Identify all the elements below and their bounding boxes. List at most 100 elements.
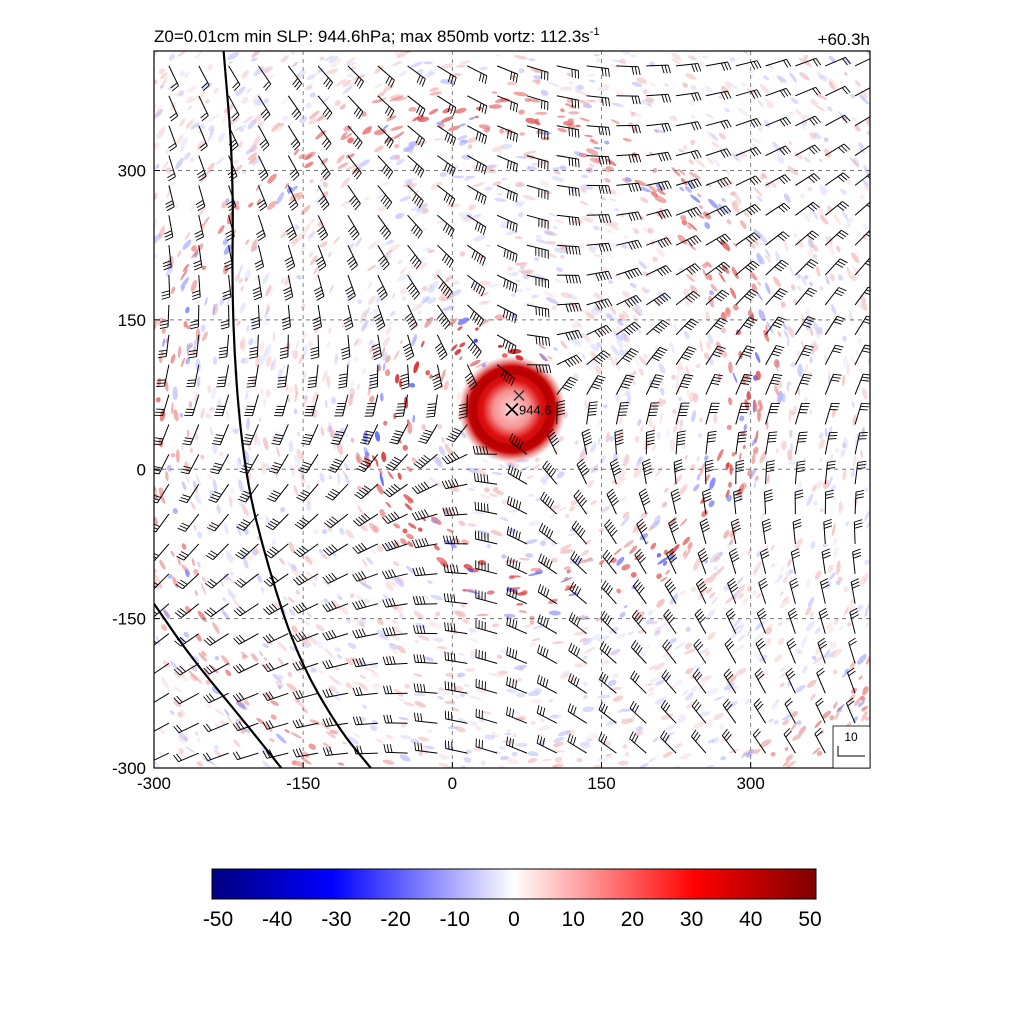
wind-barb — [727, 578, 739, 604]
wind-barb — [506, 676, 528, 694]
wind-barb — [317, 65, 333, 90]
wind-barb — [496, 95, 518, 113]
wind-barb — [458, 394, 468, 419]
wind-barb — [646, 93, 672, 103]
wind-barb — [818, 607, 829, 634]
wind-barb — [475, 649, 498, 664]
wind-barb — [735, 402, 750, 425]
wind-barb — [537, 583, 558, 605]
wind-barb — [246, 364, 259, 388]
wind-barb — [506, 616, 528, 635]
wind-barb — [371, 334, 382, 361]
wind-barb — [467, 184, 487, 205]
wind-barb — [724, 638, 737, 664]
wind-barb — [765, 288, 788, 306]
wind-barb — [586, 298, 613, 310]
wind-barb — [154, 603, 170, 618]
wind-barb — [526, 95, 549, 111]
wind-barb — [173, 752, 199, 763]
min-slp-label: 944.6 — [519, 403, 552, 418]
wind-barb — [854, 58, 870, 67]
wind-barb — [315, 245, 327, 271]
wind-barb — [251, 304, 261, 330]
y-tick-label: 300 — [118, 162, 146, 181]
wind-barb — [540, 491, 558, 515]
wind-barb — [556, 400, 566, 425]
wind-barb — [705, 61, 732, 71]
wind-barb — [383, 685, 408, 695]
wind-barb — [586, 270, 613, 282]
wind-barb — [630, 640, 647, 664]
wind-barb — [825, 56, 851, 67]
wind-barb — [702, 488, 712, 515]
wind-barb — [616, 321, 641, 336]
wind-barb — [794, 489, 804, 515]
wind-barb — [343, 304, 354, 331]
wind-barb — [156, 364, 170, 387]
wind-barb — [646, 180, 672, 191]
wind-barb — [646, 237, 672, 249]
wind-barb — [536, 674, 558, 694]
wind-barb — [735, 373, 753, 395]
wind-barb — [616, 267, 643, 280]
wind-barb — [267, 483, 289, 503]
wind-barb — [475, 589, 498, 605]
wind-barb — [824, 229, 849, 246]
wind-barb — [385, 453, 408, 471]
wind-barb — [173, 722, 200, 734]
wind-barb — [586, 324, 613, 338]
wind-barb — [165, 185, 175, 212]
wind-barb — [556, 184, 580, 197]
wind-barb — [614, 429, 624, 455]
min-slp-marker — [505, 402, 519, 417]
wind-barb — [556, 329, 583, 341]
wind-barb — [313, 274, 325, 301]
wind-barb — [174, 603, 200, 618]
wind-barb — [568, 612, 587, 634]
wind-barb — [567, 703, 587, 724]
wind-barb — [225, 215, 235, 241]
wind-barb — [824, 489, 834, 515]
wind-barb — [292, 661, 319, 671]
wind-barb — [292, 573, 319, 586]
wind-barb — [616, 182, 642, 193]
wind-barb — [824, 287, 847, 306]
wind-barb — [542, 460, 558, 485]
wind-barb — [847, 667, 856, 694]
wind-barb — [616, 348, 639, 366]
wind-barb — [852, 548, 862, 574]
wind-barb — [763, 489, 773, 515]
wind-barb — [347, 65, 364, 89]
wind-barb — [154, 543, 170, 562]
wind-barb — [666, 548, 678, 575]
wind-barb — [352, 657, 378, 668]
wind-barb — [786, 637, 797, 664]
wind-barb — [645, 319, 670, 336]
wind-barb — [413, 654, 438, 664]
wind-barb — [352, 542, 379, 554]
wind-barb — [232, 662, 259, 674]
wind-barb — [426, 394, 438, 418]
wind-barb — [325, 483, 349, 501]
wind-barb — [636, 518, 648, 545]
wind-barb — [496, 364, 515, 386]
wind-barb — [676, 63, 702, 73]
wind-barb — [586, 242, 612, 253]
wind-barb — [182, 424, 200, 446]
max-vort-marker — [513, 389, 525, 402]
wind-barb — [317, 125, 332, 151]
wind-barb — [616, 65, 641, 75]
wind-barb — [233, 633, 259, 645]
wind-barb — [443, 564, 468, 575]
wind-barb — [705, 402, 720, 425]
wind-barb — [475, 560, 498, 575]
wind-barb — [783, 728, 796, 754]
wind-barb — [173, 662, 200, 676]
wind-barb — [437, 244, 454, 268]
wind-barb — [496, 125, 518, 143]
wind-barb — [377, 65, 395, 88]
wind-barb — [437, 155, 456, 177]
wind-barb — [849, 607, 859, 634]
wind-barb — [444, 651, 468, 664]
wind-barb — [322, 629, 349, 641]
